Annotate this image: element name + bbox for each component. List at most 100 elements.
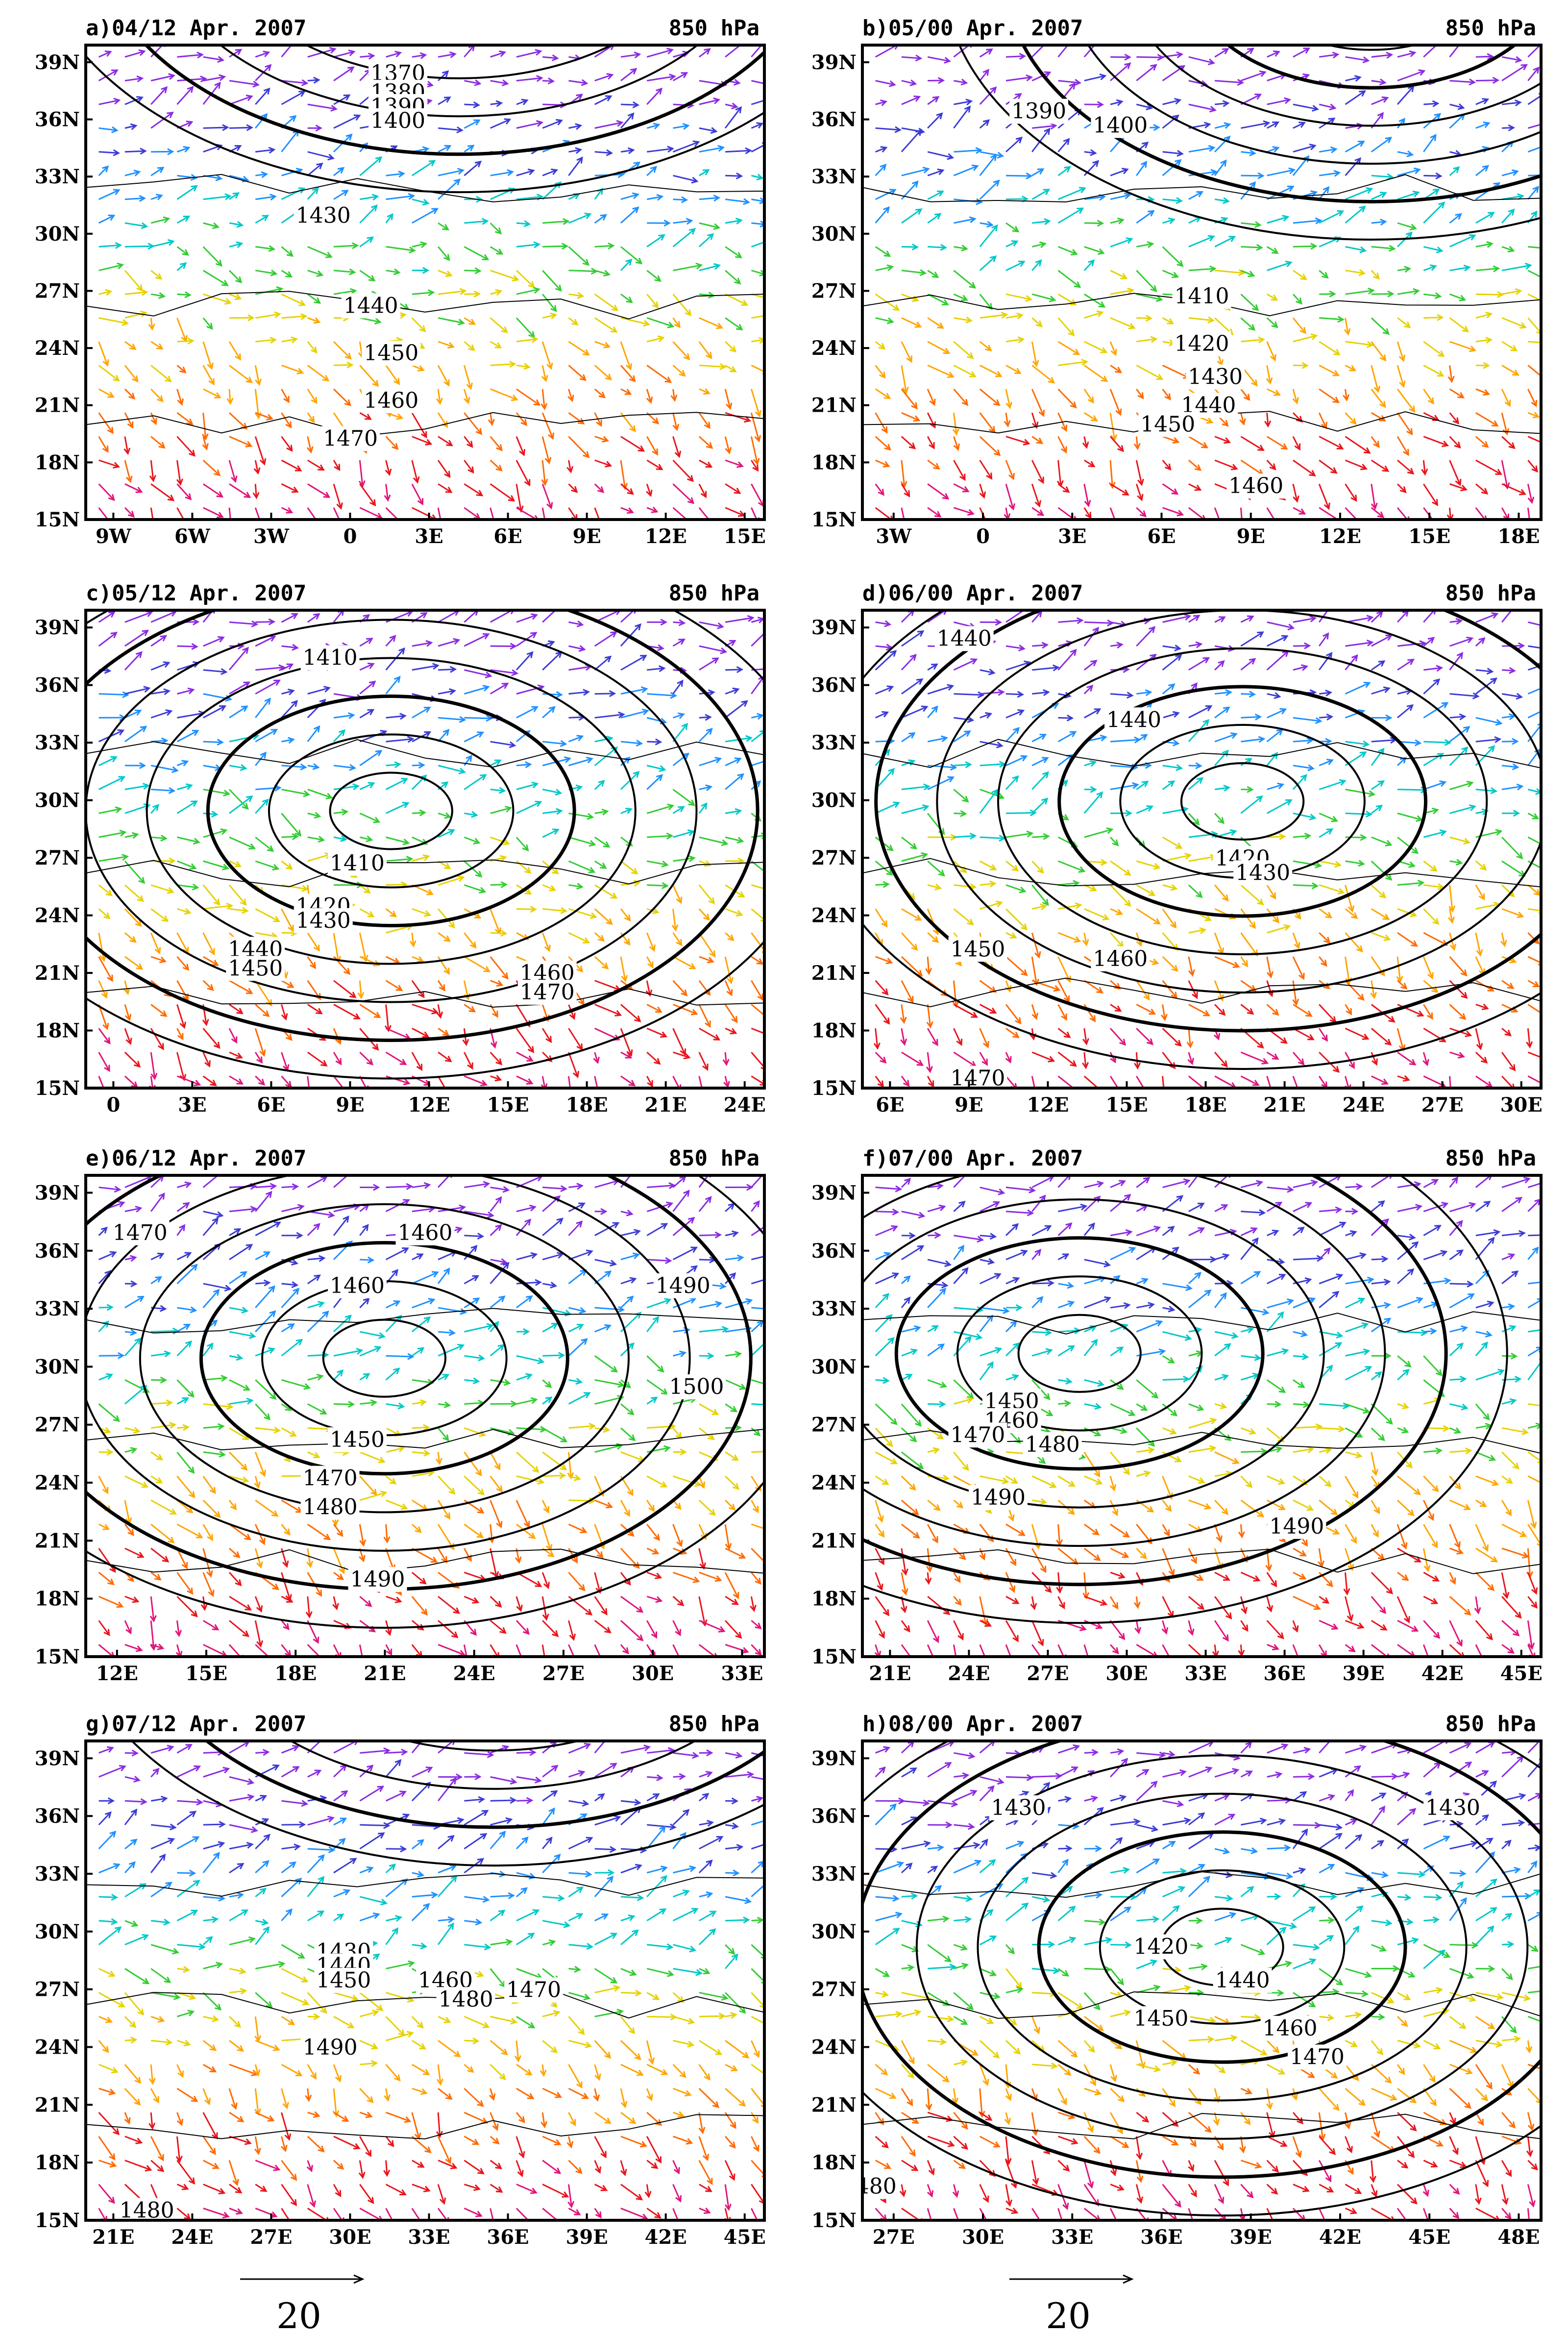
- wind-vector: [124, 1028, 132, 1045]
- lat-tick-label: 27N: [811, 1414, 857, 1437]
- wind-vector: [334, 361, 354, 369]
- wind-vector: [1031, 1076, 1036, 1088]
- wind-vector: [1162, 1355, 1175, 1364]
- contour-label: 1470: [323, 426, 378, 451]
- wind-vector: [1475, 1003, 1489, 1011]
- wind-vector: [386, 736, 415, 743]
- wind-vector: [1031, 932, 1041, 959]
- wind-vector: [412, 507, 437, 520]
- wind-vector: [980, 789, 1005, 800]
- wind-vector: [1136, 1644, 1158, 1657]
- wind-vector: [1084, 1259, 1111, 1267]
- wind-vector: [385, 1051, 407, 1066]
- wind-vector: [515, 2136, 525, 2159]
- wind-vector: [1449, 317, 1470, 332]
- wind-vector: [1319, 689, 1333, 697]
- wind-vector: [1188, 1833, 1214, 1850]
- wind-vector: [515, 2160, 524, 2178]
- wind-vector: [1449, 103, 1465, 110]
- wind-vector: [124, 1329, 138, 1336]
- geopotential-contour: [1021, 45, 1541, 203]
- wind-vector: [229, 1206, 258, 1213]
- wind-vector: [568, 1837, 593, 1850]
- wind-vector: [1501, 193, 1524, 200]
- wind-vector: [751, 760, 764, 767]
- wind-vector: [1345, 187, 1373, 200]
- wind-vector: [1293, 664, 1309, 671]
- wind-vector: [1188, 884, 1203, 898]
- wind-vector: [725, 365, 737, 372]
- wind-vector: [1501, 208, 1515, 223]
- wind-vector: [124, 884, 145, 902]
- wind-vector: [875, 341, 886, 350]
- wind-vector: [124, 1920, 139, 1927]
- wind-vector: [1005, 2160, 1018, 2189]
- wind-vector: [698, 48, 711, 58]
- wind-vector: [176, 1451, 195, 1474]
- wind-vector: [1005, 1523, 1026, 1536]
- lat-tick-label: 39N: [35, 51, 80, 74]
- wind-vector: [979, 154, 997, 176]
- wind-vector: [875, 1524, 885, 1538]
- wind-vector: [281, 91, 306, 105]
- wind-vector: [1319, 290, 1336, 298]
- wind-vector: [150, 436, 166, 449]
- wind-vector: [647, 832, 674, 840]
- wind-vector: [1475, 436, 1489, 448]
- wind-vector: [644, 2184, 652, 2198]
- wind-vector: [1397, 1204, 1423, 1213]
- wind-vector: [1058, 1744, 1080, 1754]
- geopotential-contour: [139, 1203, 630, 1514]
- wind-vector: [1266, 980, 1274, 997]
- wind-vector: [307, 2184, 317, 2208]
- panel-title: f)07/00 Apr. 2007: [862, 1146, 1083, 1171]
- wind-vector: [1319, 1794, 1336, 1802]
- wind-vector: [228, 1028, 238, 1044]
- wind-vector: [203, 739, 224, 746]
- wind-vector: [150, 388, 164, 402]
- wind-vector: [1423, 100, 1440, 107]
- wind-vector: [1188, 657, 1210, 671]
- lon-tick-label: 15E: [1408, 525, 1450, 548]
- wind-vector: [594, 860, 607, 869]
- wind-vector: [1083, 2016, 1104, 2031]
- wind-vector: [1240, 2112, 1251, 2126]
- wind-vector: [567, 1452, 574, 1480]
- wind-vector: [1397, 1937, 1420, 1946]
- lon-tick-label: 15E: [185, 1662, 227, 1685]
- lat-tick-label: 36N: [35, 674, 80, 697]
- wind-vector: [1240, 70, 1267, 82]
- wind-vector: [1110, 2135, 1129, 2148]
- wind-vector: [203, 1450, 226, 1458]
- wind-vector: [928, 1400, 946, 1408]
- wind-vector: [647, 1445, 671, 1453]
- wind-vector: [698, 1499, 716, 1516]
- wind-vector: [1214, 1571, 1230, 1581]
- wind-vector: [226, 389, 234, 405]
- wind-vector: [1527, 2112, 1535, 2132]
- wind-vector: [464, 1323, 494, 1333]
- wind-vector: [751, 2016, 764, 2024]
- wind-vector: [1214, 1374, 1229, 1381]
- wind-vector: [1188, 1403, 1204, 1411]
- wind-vector: [1238, 1644, 1245, 1657]
- wind-vector: [228, 270, 243, 284]
- wind-vector: [255, 697, 271, 719]
- wind-vector: [1475, 2160, 1489, 2187]
- wind-vector: [255, 1251, 271, 1261]
- wind-vector: [927, 341, 951, 354]
- wind-vector: [1032, 2062, 1058, 2070]
- wind-vector: [620, 686, 648, 695]
- panel-level: 850 hPa: [1446, 16, 1536, 41]
- wind-vector: [490, 169, 514, 176]
- wind-vector: [1214, 48, 1229, 58]
- wind-vector: [980, 741, 1004, 748]
- wind-vector: [620, 1403, 635, 1415]
- wind-vector: [98, 388, 115, 398]
- wind-vector: [750, 1596, 757, 1613]
- wind-vector: [646, 803, 675, 814]
- wind-vector: [281, 1323, 295, 1333]
- wind-vector: [412, 199, 430, 206]
- wind-vector: [464, 1796, 486, 1803]
